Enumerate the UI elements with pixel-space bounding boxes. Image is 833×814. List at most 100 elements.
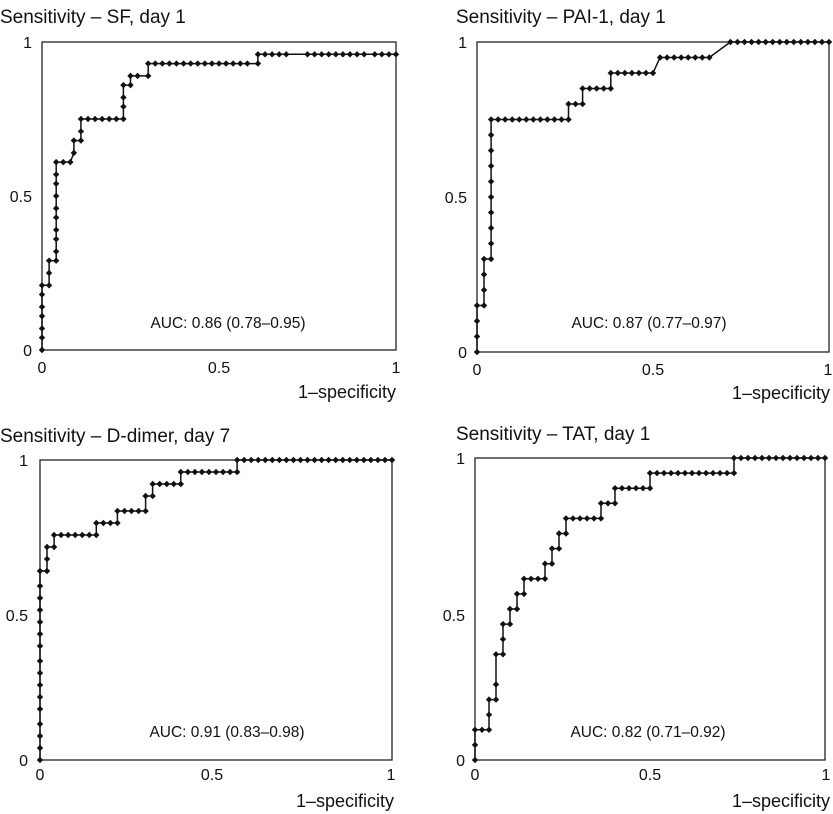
roc-point-12 [487, 193, 495, 201]
roc-point-0 [471, 756, 479, 764]
roc-point-68 [346, 456, 353, 464]
roc-point-65 [325, 456, 332, 464]
roc-point-30 [572, 100, 579, 108]
roc-point-56 [755, 38, 762, 46]
roc-point-19 [52, 158, 60, 166]
roc-point-63 [311, 456, 318, 464]
roc-point-40 [145, 60, 152, 67]
roc-point-29 [107, 519, 114, 527]
roc-point-4 [36, 705, 44, 713]
roc-point-61 [765, 454, 773, 462]
roc-point-45 [663, 54, 671, 61]
roc-point-55 [255, 456, 262, 464]
roc-point-37 [611, 485, 619, 492]
roc-point-12 [499, 620, 507, 628]
roc-point-44 [173, 60, 180, 67]
roc-point-24 [77, 137, 85, 144]
roc-point-41 [170, 480, 177, 488]
roc-point-11 [499, 636, 507, 643]
roc-point-57 [762, 38, 769, 46]
roc-point-31 [579, 100, 586, 108]
roc-point-7 [45, 282, 53, 289]
roc-point-62 [772, 454, 780, 462]
roc-point-44 [656, 54, 664, 61]
roc-point-65 [793, 454, 801, 462]
roc-point-0 [36, 756, 44, 764]
roc-point-57 [269, 456, 276, 464]
roc-point-39 [145, 72, 152, 80]
plot-frame [39, 459, 393, 761]
roc-point-53 [240, 456, 248, 464]
roc-point-2 [471, 726, 479, 733]
roc-point-3 [478, 726, 486, 733]
x-tick-label-0.5: 0.5 [642, 362, 664, 379]
roc-point-7 [492, 696, 500, 703]
roc-point-32 [590, 515, 598, 522]
roc-point-18 [43, 543, 51, 551]
roc-point-6 [36, 681, 44, 689]
roc-point-13 [52, 226, 60, 234]
roc-point-26 [77, 115, 85, 123]
x-tick-label-0: 0 [38, 360, 47, 377]
roc-point-53 [237, 60, 244, 67]
auc-annotation: AUC: 0.82 (0.71–0.92) [570, 724, 725, 741]
roc-point-55 [254, 60, 262, 67]
roc-point-47 [194, 60, 201, 67]
roc-point-30 [576, 515, 584, 522]
roc-point-23 [72, 531, 79, 539]
roc-point-19 [527, 575, 535, 582]
roc-point-53 [716, 469, 724, 477]
roc-point-37 [127, 72, 134, 80]
roc-point-25 [555, 545, 563, 552]
roc-point-67 [346, 51, 354, 58]
roc-point-11 [36, 618, 44, 626]
roc-point-22 [541, 560, 549, 567]
roc-point-20 [50, 531, 58, 539]
roc-point-41 [152, 60, 159, 67]
roc-point-21 [67, 158, 74, 166]
roc-point-3 [38, 312, 46, 320]
roc-point-11 [52, 248, 60, 255]
roc-point-47 [674, 469, 682, 477]
y-tick-label-1: 1 [458, 35, 467, 52]
roc-point-19 [501, 116, 509, 123]
roc-point-45 [660, 469, 668, 477]
roc-point-16 [487, 131, 495, 139]
roc-point-22 [70, 149, 78, 157]
x-axis-label: 1–specificity [296, 791, 394, 811]
roc-point-55 [748, 38, 755, 46]
roc-point-38 [134, 72, 141, 80]
roc-point-25 [77, 128, 85, 135]
roc-point-52 [709, 469, 717, 477]
roc-point-15 [513, 605, 521, 613]
roc-point-27 [84, 115, 92, 123]
roc-point-10 [487, 224, 495, 232]
roc-point-66 [800, 454, 808, 462]
roc-point-1 [473, 333, 481, 340]
roc-point-0 [38, 346, 46, 354]
roc-point-62 [797, 38, 805, 46]
roc-point-9 [36, 642, 44, 650]
roc-point-58 [268, 51, 276, 58]
roc-point-35 [600, 85, 607, 92]
roc-point-29 [565, 100, 572, 108]
roc-point-49 [208, 60, 216, 67]
roc-point-64 [318, 456, 325, 464]
chart-title: Sensitivity – PAI-1, day 1 [456, 7, 666, 28]
roc-point-3 [473, 302, 481, 309]
roc-point-27 [93, 519, 100, 527]
roc-point-55 [730, 469, 738, 477]
plot-frame [476, 41, 830, 353]
x-tick-label-1: 1 [822, 767, 831, 784]
roc-point-8 [492, 681, 500, 688]
roc-point-65 [818, 38, 826, 46]
roc-point-34 [120, 94, 127, 101]
roc-point-14 [36, 582, 44, 590]
roc-point-43 [166, 60, 173, 67]
roc-point-19 [50, 543, 58, 551]
roc-point-35 [120, 81, 127, 89]
x-tick-label-0: 0 [471, 767, 480, 784]
roc-point-26 [551, 116, 558, 123]
roc-point-71 [367, 456, 375, 464]
roc-point-40 [632, 485, 640, 492]
